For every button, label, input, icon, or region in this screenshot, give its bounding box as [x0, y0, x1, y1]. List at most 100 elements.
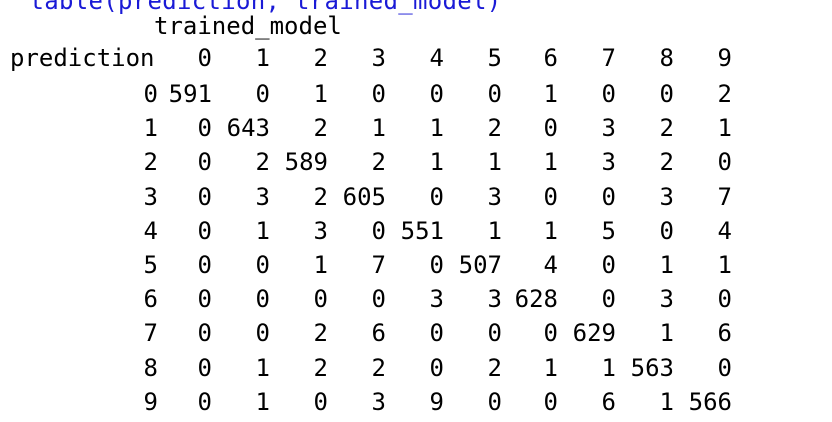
table-cell: 0 — [197, 114, 212, 143]
table-cell: 0 — [197, 353, 212, 382]
column-header-3: 3 — [371, 44, 386, 72]
row-variable-label: prediction — [10, 44, 155, 72]
table-cell: 3 — [659, 285, 674, 314]
table-cell: 2 — [371, 148, 386, 177]
table-row: 2 0 2 589 2 1 1 1 3 2 0 — [0, 148, 832, 182]
table-cell: 0 — [659, 80, 674, 108]
table-cell: 0 — [717, 353, 732, 382]
table-cell: 0 — [429, 319, 444, 348]
table-cell: 0 — [717, 285, 732, 314]
row-header: 9 — [143, 387, 158, 416]
table-cell: 0 — [197, 148, 212, 177]
table-cell: 1 — [313, 80, 328, 108]
table-cell: 2 — [313, 319, 328, 348]
table-cell: 0 — [429, 251, 444, 279]
table-cell: 0 — [429, 353, 444, 382]
table-cell: 0 — [197, 285, 212, 314]
row-header: 7 — [143, 319, 158, 348]
table-cell: 2 — [313, 353, 328, 382]
table-cell: 6 — [601, 387, 616, 416]
table-cell: 551 — [400, 216, 444, 245]
table-cell: 0 — [313, 285, 328, 314]
table-cell: 0 — [601, 182, 616, 211]
table-header-row: prediction 0 1 2 3 4 5 6 7 8 9 — [0, 44, 832, 78]
table-cell: 2 — [659, 114, 674, 143]
table-cell: 628 — [514, 285, 558, 314]
table-cell: 643 — [226, 114, 270, 143]
table-cell: 4 — [543, 251, 558, 279]
table-cell: 3 — [601, 114, 616, 143]
table-row: 5 0 0 1 7 0 507 4 0 1 1 — [0, 251, 832, 285]
row-header: 0 — [143, 80, 158, 108]
table-cell: 0 — [197, 387, 212, 416]
table-cell: 0 — [487, 80, 502, 108]
table-cell: 0 — [371, 80, 386, 108]
table-cell: 3 — [313, 216, 328, 245]
table-cell: 0 — [313, 387, 328, 416]
table-cell: 0 — [197, 319, 212, 348]
table-row: 8 0 1 2 2 0 2 1 1 563 0 — [0, 354, 832, 388]
table-cell: 0 — [371, 285, 386, 314]
table-row: 4 0 1 3 0 551 1 1 5 0 4 — [0, 217, 832, 251]
table-cell: 0 — [371, 216, 386, 245]
table-row: 7 0 0 2 6 0 0 0 629 1 6 — [0, 319, 832, 353]
table-cell: 6 — [717, 319, 732, 348]
table-cell: 0 — [487, 387, 502, 416]
row-header: 3 — [143, 182, 158, 211]
command-line-cropped: table(prediction, trained_model) — [0, 0, 502, 15]
table-cell: 2 — [313, 114, 328, 143]
table-cell: 3 — [487, 182, 502, 211]
table-cell: 0 — [255, 319, 270, 348]
table-cell: 0 — [197, 216, 212, 245]
table-cell: 6 — [371, 319, 386, 348]
table-cell: 1 — [255, 353, 270, 382]
table-cell: 2 — [659, 148, 674, 177]
table-cell: 2 — [371, 353, 386, 382]
table-cell: 2 — [313, 182, 328, 211]
table-cell: 605 — [342, 182, 386, 211]
column-variable-label: trained_model — [154, 12, 342, 40]
table-cell: 589 — [284, 148, 328, 177]
table-cell: 0 — [429, 182, 444, 211]
table-cell: 566 — [688, 387, 732, 416]
table-cell: 1 — [313, 251, 328, 279]
table-cell: 9 — [429, 387, 444, 416]
table-cell: 629 — [572, 319, 616, 348]
table-cell: 1 — [717, 114, 732, 143]
column-header-4: 4 — [429, 44, 444, 72]
table-cell: 1 — [543, 353, 558, 382]
row-header: 4 — [143, 216, 158, 245]
table-cell: 0 — [601, 80, 616, 108]
table-cell: 0 — [255, 285, 270, 314]
row-header: 5 — [143, 251, 158, 279]
table-cell: 0 — [543, 387, 558, 416]
table-cell: 1 — [659, 387, 674, 416]
column-header-2: 2 — [313, 44, 328, 72]
table-cell: 2 — [717, 80, 732, 108]
table-cell: 0 — [197, 182, 212, 211]
table-cell: 1 — [543, 148, 558, 177]
table-cell: 2 — [255, 148, 270, 177]
table-cell: 507 — [458, 251, 502, 279]
table-cell: 4 — [717, 216, 732, 245]
table-cell: 1 — [255, 387, 270, 416]
table-cell: 0 — [543, 182, 558, 211]
table-cell: 1 — [429, 114, 444, 143]
row-header: 2 — [143, 148, 158, 177]
table-cell: 3 — [371, 387, 386, 416]
table-cell: 1 — [717, 251, 732, 279]
table-cell: 1 — [543, 216, 558, 245]
table-cell: 0 — [601, 251, 616, 279]
table-row: 9 0 1 0 3 9 0 0 6 1 566 — [0, 388, 832, 422]
table-cell: 0 — [543, 319, 558, 348]
table-cell: 3 — [601, 148, 616, 177]
table-cell: 0 — [255, 80, 270, 108]
table-cell: 0 — [659, 216, 674, 245]
table-cell: 3 — [487, 285, 502, 314]
table-cell: 1 — [371, 114, 386, 143]
column-header-9: 9 — [717, 44, 732, 72]
column-header-1: 1 — [255, 44, 270, 72]
table-cell: 1 — [429, 148, 444, 177]
table-row: 1 0 643 2 1 1 2 0 3 2 1 — [0, 114, 832, 148]
table-cell: 1 — [601, 353, 616, 382]
